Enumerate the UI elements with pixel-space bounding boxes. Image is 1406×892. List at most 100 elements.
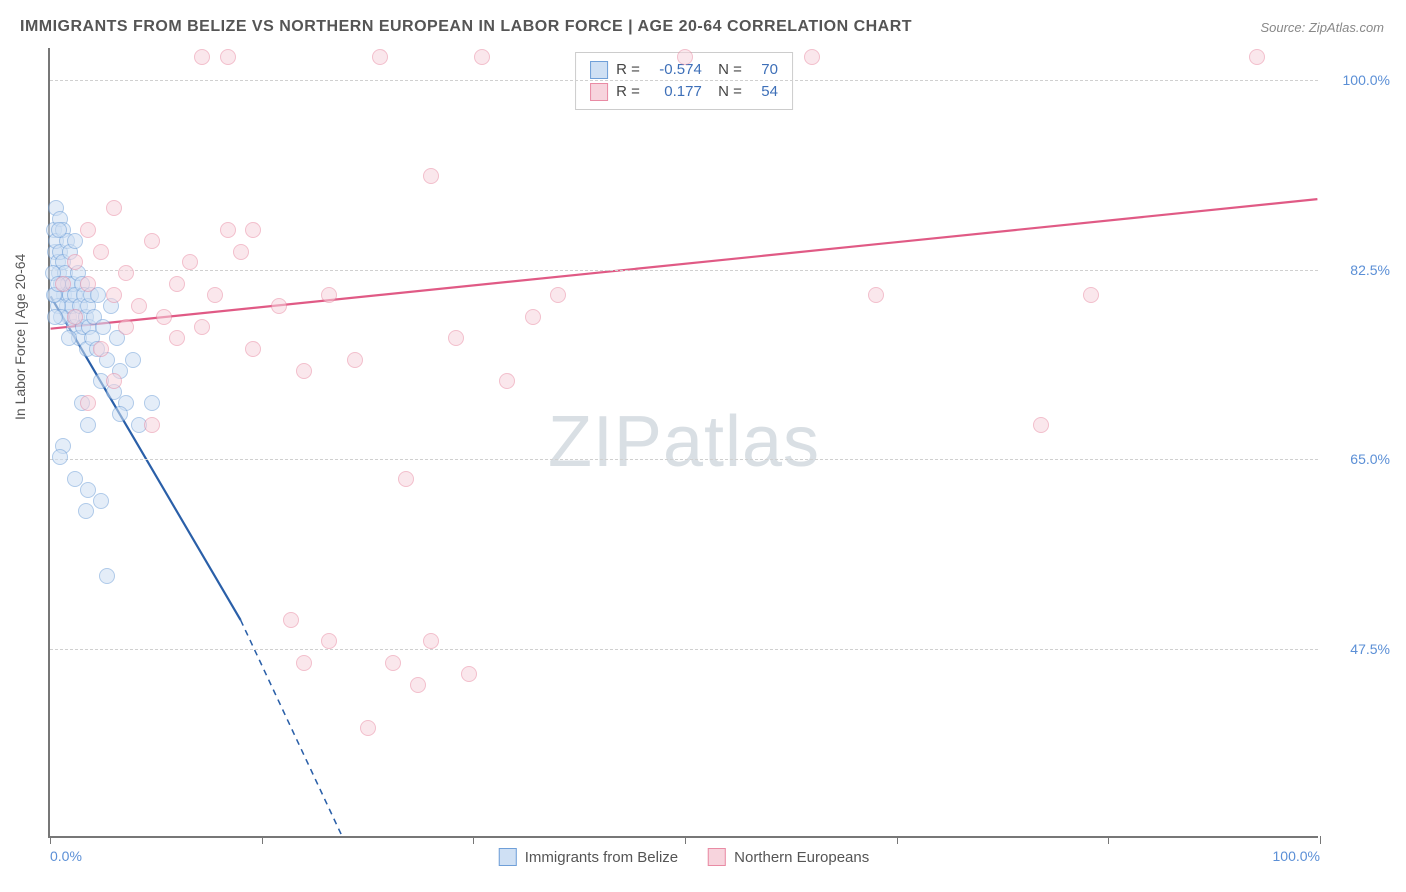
legend-label: Northern Europeans <box>734 849 869 866</box>
data-point <box>474 49 490 65</box>
legend-swatch <box>499 848 517 866</box>
data-point <box>410 677 426 693</box>
data-point <box>144 417 160 433</box>
data-point <box>423 168 439 184</box>
data-point <box>125 352 141 368</box>
trend-lines <box>50 48 1318 836</box>
data-point <box>448 330 464 346</box>
gridline-h <box>50 459 1318 460</box>
legend-r-value: -0.574 <box>648 59 702 81</box>
chart-title: IMMIGRANTS FROM BELIZE VS NORTHERN EUROP… <box>20 18 912 36</box>
data-point <box>80 222 96 238</box>
data-point <box>296 363 312 379</box>
data-point <box>499 373 515 389</box>
data-point <box>804 49 820 65</box>
data-point <box>47 309 63 325</box>
gridline-h <box>50 649 1318 650</box>
data-point <box>360 720 376 736</box>
data-point <box>1033 417 1049 433</box>
y-tick-label: 100.0% <box>1330 72 1390 88</box>
data-point <box>283 612 299 628</box>
data-point <box>233 244 249 260</box>
data-point <box>525 309 541 325</box>
legend-row: R = 0.177 N = 54 <box>590 81 778 103</box>
data-point <box>106 373 122 389</box>
data-point <box>80 395 96 411</box>
x-tick <box>1320 836 1321 844</box>
legend-r-label: R = <box>616 59 640 81</box>
data-point <box>182 254 198 270</box>
data-point <box>194 319 210 335</box>
data-point <box>52 449 68 465</box>
data-point <box>169 330 185 346</box>
legend-item: Northern Europeans <box>708 848 869 866</box>
data-point <box>385 655 401 671</box>
data-point <box>461 666 477 682</box>
data-point <box>550 287 566 303</box>
data-point <box>220 222 236 238</box>
series-legend: Immigrants from Belize Northern Europeans <box>499 848 869 866</box>
data-point <box>1249 49 1265 65</box>
legend-n-label: N = <box>710 81 742 103</box>
data-point <box>372 49 388 65</box>
x-tick-label: 0.0% <box>50 848 82 864</box>
legend-r-value: 0.177 <box>648 81 702 103</box>
data-point <box>321 287 337 303</box>
data-point <box>131 298 147 314</box>
scatter-plot: ZIPatlas R =-0.574 N =70R =0.177 N =54 I… <box>48 48 1318 838</box>
x-tick <box>897 836 898 844</box>
legend-n-value: 54 <box>750 81 778 103</box>
data-point <box>398 471 414 487</box>
data-point <box>95 319 111 335</box>
x-tick <box>1108 836 1109 844</box>
data-point <box>80 417 96 433</box>
data-point <box>93 493 109 509</box>
data-point <box>245 341 261 357</box>
legend-swatch <box>590 61 608 79</box>
legend-n-label: N = <box>710 59 742 81</box>
data-point <box>80 276 96 292</box>
source-attribution: Source: ZipAtlas.com <box>1260 20 1384 35</box>
data-point <box>207 287 223 303</box>
legend-item: Immigrants from Belize <box>499 848 678 866</box>
data-point <box>67 233 83 249</box>
legend-swatch <box>590 83 608 101</box>
x-tick <box>262 836 263 844</box>
data-point <box>67 309 83 325</box>
data-point <box>144 395 160 411</box>
legend-r-label: R = <box>616 81 640 103</box>
data-point <box>93 244 109 260</box>
gridline-h <box>50 270 1318 271</box>
data-point <box>118 319 134 335</box>
legend-swatch <box>708 848 726 866</box>
data-point <box>144 233 160 249</box>
data-point <box>93 341 109 357</box>
data-point <box>169 276 185 292</box>
data-point <box>677 49 693 65</box>
data-point <box>296 655 312 671</box>
data-point <box>61 330 77 346</box>
data-point <box>67 254 83 270</box>
data-point <box>347 352 363 368</box>
data-point <box>99 568 115 584</box>
data-point <box>156 309 172 325</box>
y-axis-label: In Labor Force | Age 20-64 <box>12 254 28 420</box>
data-point <box>55 276 71 292</box>
data-point <box>220 49 236 65</box>
gridline-h <box>50 80 1318 81</box>
y-tick-label: 82.5% <box>1330 262 1390 278</box>
watermark-thin: atlas <box>663 402 820 482</box>
data-point <box>423 633 439 649</box>
data-point <box>51 222 67 238</box>
y-tick-label: 65.0% <box>1330 451 1390 467</box>
data-point <box>1083 287 1099 303</box>
watermark-bold: ZIP <box>548 402 663 482</box>
data-point <box>118 265 134 281</box>
data-point <box>321 633 337 649</box>
data-point <box>194 49 210 65</box>
data-point <box>106 287 122 303</box>
x-tick-label: 100.0% <box>1273 848 1320 864</box>
watermark: ZIPatlas <box>548 401 820 483</box>
y-tick-label: 47.5% <box>1330 641 1390 657</box>
legend-label: Immigrants from Belize <box>525 849 678 866</box>
